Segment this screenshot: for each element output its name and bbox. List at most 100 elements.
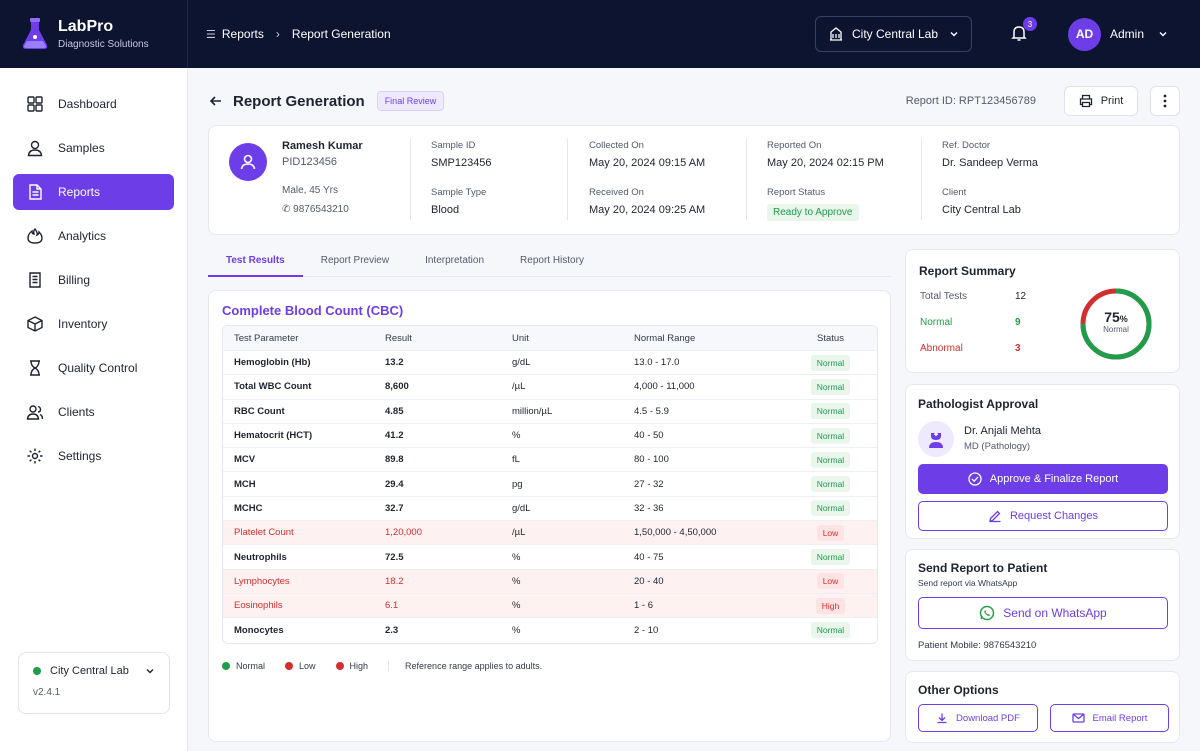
status-legend: Normal Low High Reference range applies … xyxy=(222,661,542,671)
donut-label: Normal xyxy=(1103,325,1129,334)
sidebar: Dashboard Samples Reports Analytics Bill… xyxy=(0,68,188,751)
box-icon xyxy=(27,316,43,332)
cell-status: Normal xyxy=(784,622,877,639)
sidebar-item-dashboard[interactable]: Dashboard xyxy=(13,86,174,122)
cell-status: Normal xyxy=(784,500,877,517)
send-title: Send Report to Patient xyxy=(918,561,1048,575)
send-whatsapp-button[interactable]: Send on WhatsApp xyxy=(918,597,1168,629)
table-row: MCV 89.8 fL 80 - 100 Normal xyxy=(223,448,877,473)
brand[interactable]: LabPro Diagnostic Solutions xyxy=(0,0,188,68)
donut-normal-arc xyxy=(1080,288,1152,360)
cell-test-parameter: Platelet Count xyxy=(234,527,294,539)
cell-normal-range: 2 - 10 xyxy=(634,624,659,636)
report-info: Reported On May 20, 2024 02:15 PM Report… xyxy=(767,140,884,221)
sample-id: SMP123456 xyxy=(431,157,492,169)
tab-report-history[interactable]: Report History xyxy=(520,255,584,266)
approve-finalize-button[interactable]: Approve & Finalize Report xyxy=(918,464,1168,494)
status-badge: Normal xyxy=(810,427,851,444)
table-row: Hematocrit (HCT) 41.2% 40 - 50 Normal xyxy=(223,424,877,449)
legend-label: Low xyxy=(299,661,316,671)
received-on: May 20, 2024 09:25 AM xyxy=(589,204,706,216)
cell-unit: fL xyxy=(512,454,520,466)
sidebar-item-analytics[interactable]: Analytics xyxy=(13,218,174,254)
sidebar-item-label: Inventory xyxy=(58,317,108,331)
cell-unit: g/dL xyxy=(512,502,531,514)
tab-report-preview[interactable]: Report Preview xyxy=(320,255,390,266)
cell-status: Normal xyxy=(784,476,877,493)
cell-test-parameter: MCHC xyxy=(234,502,263,514)
sidebar-item-quality-control[interactable]: Quality Control xyxy=(13,350,174,386)
sample-type-label: Sample Type xyxy=(431,187,487,198)
sidebar-item-label: Dashboard xyxy=(58,97,117,111)
doctor-icon xyxy=(929,432,943,448)
status-badge: Final Review xyxy=(376,91,445,111)
table-row: MCHC 32.7 g/dL 32 - 36 Normal xyxy=(223,497,877,522)
receipt-icon xyxy=(29,272,41,288)
notifications-button[interactable]: 3 xyxy=(1010,17,1037,44)
table-row: Platelet Count 1,20,000/µL 1,50,000 - 4,50… xyxy=(223,521,877,546)
fire-icon xyxy=(27,227,43,244)
status-badge: Normal xyxy=(810,378,851,395)
cell-result: 32.7 xyxy=(385,502,404,514)
more-options-button[interactable] xyxy=(1150,86,1180,116)
sidebar-lab-name: City Central Lab xyxy=(50,665,129,677)
legend-dot xyxy=(222,662,230,670)
breadcrumb-current: Report Generation xyxy=(291,27,391,41)
normal-ratio-donut xyxy=(1080,288,1152,360)
cell-test-parameter: Hemoglobin (Hb) xyxy=(234,357,311,369)
main-content: Report Generation Final Review Report ID… xyxy=(189,68,1200,751)
email-report-button[interactable]: Email Report xyxy=(1050,704,1169,732)
grid-icon xyxy=(27,96,43,112)
print-button[interactable]: Print xyxy=(1064,86,1138,116)
menu-icon[interactable]: ☰ xyxy=(206,28,216,41)
cell-status: Low xyxy=(784,573,877,590)
legend-normal: Normal xyxy=(222,661,265,671)
print-label: Print xyxy=(1100,95,1124,107)
doctor-name: Dr. Anjali Mehta xyxy=(964,425,1042,437)
test-results-card: Complete Blood Count (CBC) Test Paramete… xyxy=(208,290,891,742)
client-label: Client xyxy=(942,187,967,198)
summary-stats: Total Tests 12 Normal 9 Abnormal 3 xyxy=(920,283,1040,361)
sample-type: Blood xyxy=(431,204,460,216)
sidebar-lab-switcher[interactable]: City Central Lab v2.4.1 xyxy=(18,652,170,714)
reported-label: Reported On xyxy=(767,140,822,151)
cell-normal-range: 20 - 40 xyxy=(634,575,664,587)
sidebar-item-label: Settings xyxy=(58,449,102,463)
lab-selector[interactable]: City Central Lab xyxy=(814,16,972,52)
sidebar-item-billing[interactable]: Billing xyxy=(13,262,174,298)
cell-result: 72.5 xyxy=(385,551,404,563)
download-pdf-button[interactable]: Download PDF xyxy=(918,704,1038,732)
sidebar-item-reports[interactable]: Reports xyxy=(13,174,174,210)
user-menu[interactable]: AD Admin xyxy=(1067,17,1168,51)
breadcrumb-parent[interactable]: Reports xyxy=(221,27,264,41)
cell-status: Low xyxy=(784,524,877,541)
pencil-icon xyxy=(989,510,1001,523)
sidebar-item-settings[interactable]: Settings xyxy=(13,438,174,474)
cell-result: 18.2 xyxy=(385,575,404,587)
divider xyxy=(921,138,922,220)
tab-interpretation[interactable]: Interpretation xyxy=(425,255,485,266)
other-options-title: Other Options xyxy=(918,683,999,697)
ref-doctor: Dr. Sandeep Verma xyxy=(942,157,1039,169)
summary-value: 12 xyxy=(1015,290,1027,302)
tab-test-results[interactable]: Test Results xyxy=(208,249,303,277)
back-arrow-icon[interactable] xyxy=(209,94,223,108)
cell-test-parameter: Neutrophils xyxy=(234,551,287,563)
sidebar-nav: Dashboard Samples Reports Analytics Bill… xyxy=(0,68,187,474)
donut-center: 75% Normal xyxy=(1078,309,1154,334)
sidebar-item-inventory[interactable]: Inventory xyxy=(13,306,174,342)
report-status-badge: Ready to Approve xyxy=(767,204,859,221)
cell-status: High xyxy=(784,597,877,614)
sidebar-item-samples[interactable]: Samples xyxy=(13,130,174,166)
page-header: Report Generation Final Review Report ID… xyxy=(209,86,1180,116)
cell-test-parameter: RBC Count xyxy=(234,405,285,417)
whatsapp-label: Send on WhatsApp xyxy=(1003,606,1107,620)
approval-title: Pathologist Approval xyxy=(918,397,1039,411)
sidebar-item-clients[interactable]: Clients xyxy=(13,394,174,430)
request-changes-button[interactable]: Request Changes xyxy=(918,501,1168,531)
whatsapp-icon xyxy=(980,605,995,621)
cell-test-parameter: Monocytes xyxy=(234,624,284,636)
summary-title: Report Summary xyxy=(919,264,1016,278)
breadcrumb: ☰ Reports › Report Generation xyxy=(188,27,815,41)
divider xyxy=(410,138,411,220)
